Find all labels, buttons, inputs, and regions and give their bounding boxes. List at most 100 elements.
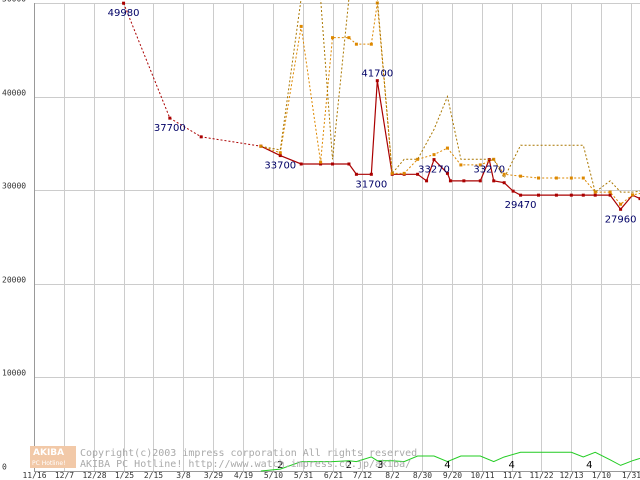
series-point-min_price [331, 162, 335, 166]
series-point-min_price [416, 172, 420, 176]
x-tick-label: 12/7 [55, 471, 74, 480]
series-line-max_price [260, 0, 640, 193]
count-label: 2 [277, 460, 283, 471]
x-tick-label: 12/13 [559, 471, 583, 480]
series-point-min_price [432, 158, 436, 162]
x-tick-label: 10/11 [470, 471, 494, 480]
series-point-avg_price [319, 160, 323, 164]
series-point-avg_price [278, 151, 282, 155]
x-tick-label: 5/10 [264, 471, 283, 480]
x-tick-label: 5/31 [294, 471, 313, 480]
series-point-min_price [537, 193, 541, 197]
series-point-min_price [278, 154, 282, 158]
series-point-min_price [478, 179, 482, 183]
watermark: AKIBA PC Hotline! Copyright(c)2003 impre… [30, 446, 417, 470]
x-tick-label: 11/16 [22, 471, 46, 480]
x-tick-label: 8/30 [413, 471, 432, 480]
series-line-min_price [260, 80, 640, 211]
x-tick-label: 12/28 [82, 471, 106, 480]
y-tick-label: 10000 [2, 369, 26, 378]
series-point-avg_price [331, 36, 335, 40]
x-tick-label: 3/29 [204, 471, 223, 480]
y-axis-ticks: 0 10000 20000 30000 40000 50000 [2, 0, 26, 472]
series-point-avg_price [631, 193, 635, 197]
x-tick-label: 7/12 [353, 471, 372, 480]
series-point-min_price [425, 179, 429, 183]
price-label: 33700 [264, 161, 296, 172]
logo-text-top: AKIBA [33, 448, 64, 458]
price-label: 33270 [473, 165, 505, 176]
series-point-avg_price [299, 24, 303, 28]
series-point-avg_price [478, 163, 482, 167]
chart-series [122, 0, 640, 472]
series-point-avg_price [502, 172, 506, 176]
series-point-avg_price [459, 163, 463, 167]
series-point-min_price [502, 181, 506, 185]
series-point-min_price [347, 162, 351, 166]
series-point-min_price [608, 193, 612, 197]
x-tick-label: 1/31 [622, 471, 640, 480]
price-label: 29470 [505, 200, 537, 211]
series-point-min_price [445, 171, 449, 175]
series-point-min_price [448, 179, 452, 183]
count-label: 4 [586, 460, 592, 471]
series-point-avg_price [390, 171, 394, 175]
price-label: 41700 [361, 69, 393, 80]
x-tick-label: 11/1 [503, 471, 522, 480]
price-label: 37700 [154, 123, 186, 134]
logo-text-bottom: PC Hotline! [32, 460, 65, 467]
data-labels: 49980 37700 33700 41700 31700 33270 33270 29470… [108, 8, 637, 471]
series-point-min_price [511, 189, 515, 193]
price-label: 49980 [108, 8, 140, 19]
series-point-avg_price [581, 176, 585, 180]
series-point-min_price [593, 193, 597, 197]
price-label: 33270 [418, 165, 450, 176]
series-point-min_price [462, 179, 466, 183]
y-tick-label: 40000 [2, 89, 26, 98]
x-tick-label: 1/10 [592, 471, 611, 480]
series-point-avg_price [569, 176, 573, 180]
price-label: 27960 [605, 214, 637, 225]
logo-badge [30, 446, 76, 468]
count-label: 3 [377, 460, 383, 471]
series-point-avg_price [354, 42, 358, 46]
series-point-min_price [569, 193, 573, 197]
series-line-shop_count [260, 451, 640, 472]
site-text: AKIBA PC Hotline! http://www.watch.impre… [80, 459, 411, 470]
y-tick-label: 30000 [2, 182, 26, 191]
count-label: 4 [444, 460, 450, 471]
series-point-min_price [299, 162, 303, 166]
series-point-min_price [199, 135, 203, 139]
series-point-avg_price [619, 202, 623, 206]
y-tick-label: 50000 [2, 0, 26, 4]
copyright-text: Copyright(c)2003 impress corporation All… [80, 448, 417, 459]
series-point-min_price [375, 79, 379, 83]
series-point-min_price [581, 193, 585, 197]
chart-grid [34, 3, 640, 472]
series-point-avg_price [416, 157, 420, 161]
y-tick-label: 20000 [2, 276, 26, 285]
x-tick-label: 6/21 [324, 471, 343, 480]
series-point-avg_price [519, 174, 523, 178]
count-label: 2 [346, 460, 352, 471]
series-point-min_price [619, 207, 623, 211]
series-point-avg_price [608, 190, 612, 194]
x-tick-label: 11/22 [529, 471, 553, 480]
x-tick-label: 9/20 [443, 471, 462, 480]
x-tick-label: 3/8 [176, 471, 191, 480]
x-tick-label: 1/25 [115, 471, 134, 480]
series-point-min_price [492, 179, 496, 183]
series-point-min_price [354, 172, 358, 176]
series-point-avg_price [445, 146, 449, 150]
series-point-min_price [122, 1, 126, 5]
series-point-avg_price [537, 176, 541, 180]
x-tick-label: 4/19 [234, 471, 253, 480]
series-point-min_price [369, 172, 373, 176]
x-tick-label: 8/2 [385, 471, 400, 480]
count-label: 4 [508, 460, 514, 471]
series-point-avg_price [593, 190, 597, 194]
price-label: 31700 [355, 179, 387, 190]
series-point-avg_price [432, 153, 436, 157]
y-tick-label: 0 [2, 463, 7, 472]
